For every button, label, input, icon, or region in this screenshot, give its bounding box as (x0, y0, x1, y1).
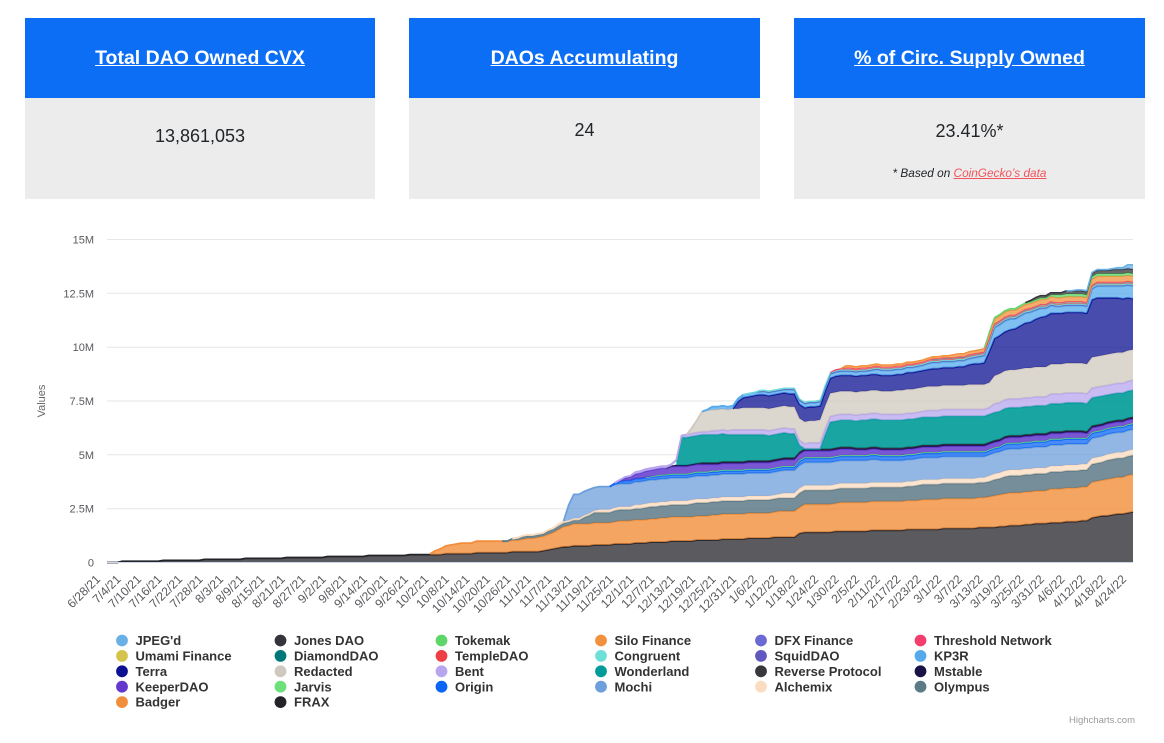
svg-text:15M: 15M (73, 235, 94, 247)
svg-text:2.5M: 2.5M (70, 504, 94, 516)
svg-text:Badger: Badger (136, 695, 181, 710)
svg-text:DiamondDAO: DiamondDAO (294, 649, 379, 664)
svg-text:SquidDAO: SquidDAO (775, 649, 840, 664)
svg-text:KP3R: KP3R (934, 649, 969, 664)
svg-text:Jarvis: Jarvis (294, 679, 332, 694)
svg-text:Jones DAO: Jones DAO (294, 633, 364, 648)
svg-text:DFX Finance: DFX Finance (775, 633, 854, 648)
svg-text:Highcharts.com: Highcharts.com (1069, 715, 1135, 726)
svg-text:JPEG'd: JPEG'd (136, 633, 182, 648)
svg-text:TempleDAO: TempleDAO (455, 649, 528, 664)
svg-text:Alchemix: Alchemix (775, 679, 834, 694)
svg-text:12.5M: 12.5M (63, 288, 94, 300)
svg-text:Olympus: Olympus (934, 679, 990, 694)
svg-text:Wonderland: Wonderland (615, 664, 690, 679)
svg-text:Redacted: Redacted (294, 664, 353, 679)
svg-text:Reverse Protocol: Reverse Protocol (775, 664, 882, 679)
svg-text:Bent: Bent (455, 664, 485, 679)
svg-text:Terra: Terra (136, 664, 168, 679)
svg-text:10M: 10M (73, 342, 94, 354)
svg-text:5M: 5M (79, 450, 94, 462)
svg-text:Origin: Origin (455, 679, 493, 694)
svg-text:FRAX: FRAX (294, 695, 330, 710)
svg-text:KeeperDAO: KeeperDAO (136, 679, 209, 694)
svg-text:Threshold Network: Threshold Network (934, 633, 1053, 648)
svg-text:Umami Finance: Umami Finance (136, 649, 232, 664)
svg-text:Tokemak: Tokemak (455, 633, 511, 648)
svg-text:0: 0 (88, 558, 94, 570)
svg-text:Mstable: Mstable (934, 664, 982, 679)
svg-text:Values: Values (36, 384, 48, 417)
svg-text:Silo Finance: Silo Finance (615, 633, 692, 648)
svg-text:Congruent: Congruent (615, 649, 681, 664)
svg-text:Mochi: Mochi (615, 679, 653, 694)
svg-text:7.5M: 7.5M (70, 396, 94, 408)
